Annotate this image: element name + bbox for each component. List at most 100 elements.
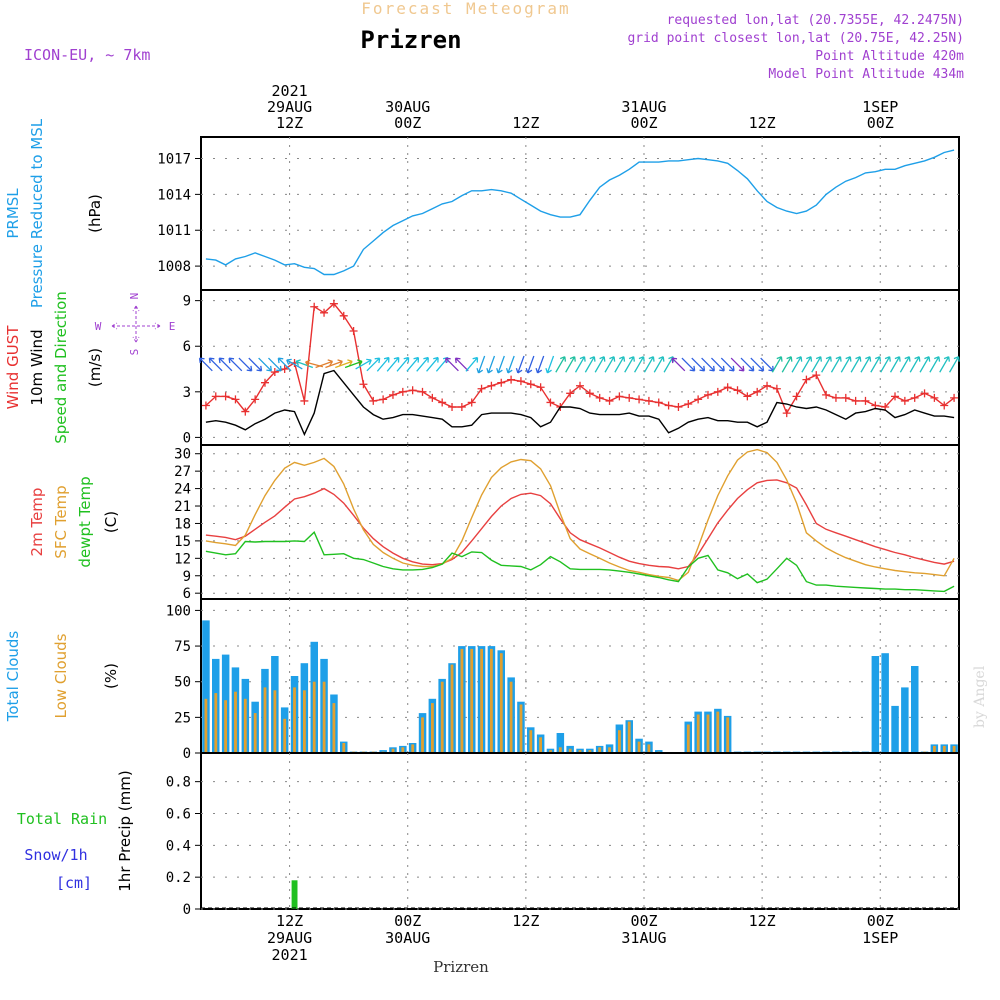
gust-point	[260, 378, 269, 387]
panel-clouds: 0 25 50 75 100 Total Clouds Low Clouds (%)	[4, 598, 960, 762]
y-tick-label: 1008	[157, 259, 191, 275]
wind-arrow	[870, 356, 882, 373]
panel-pressure: 1008 1011 1014 1017 PRMSL Pressure Reduced to…	[4, 118, 960, 308]
bar	[637, 741, 641, 753]
y-tick-label: 9	[183, 569, 191, 585]
gust-point	[831, 393, 840, 402]
bar	[490, 648, 493, 753]
bar	[933, 745, 936, 753]
bar	[342, 743, 346, 753]
time-label-bottom: 31AUG	[621, 929, 666, 947]
y-tick-label: 75	[174, 639, 191, 655]
gust-point	[822, 390, 831, 399]
gust-point	[733, 386, 742, 395]
gust-point	[713, 387, 722, 396]
gust-point	[457, 403, 466, 412]
gust-point	[920, 389, 929, 398]
time-label-bottom: 12Z	[512, 912, 539, 930]
wind-arrow	[929, 356, 941, 373]
gust-point	[221, 392, 230, 401]
y-tick-label: 30	[174, 447, 191, 463]
gust-point	[753, 387, 762, 396]
bar	[291, 880, 298, 909]
gust-point	[418, 387, 427, 396]
wind-arrow	[238, 357, 253, 372]
y-axis-label: Wind GUST	[4, 325, 22, 410]
compass-w: W	[95, 320, 102, 333]
y-tick-label: 12	[174, 551, 191, 567]
wind-arrow	[228, 357, 243, 372]
y-tick-label: 27	[174, 464, 191, 480]
wind-arrow	[315, 359, 334, 369]
gust-point	[270, 368, 279, 377]
wind-arrow	[465, 356, 479, 372]
bar	[901, 687, 909, 753]
bar	[450, 664, 454, 753]
bar	[539, 737, 542, 753]
bar	[696, 714, 700, 753]
y-axis-label: Speed and Direction	[52, 291, 70, 444]
gust-point	[891, 392, 900, 401]
bar	[460, 648, 464, 753]
bar	[421, 717, 424, 753]
bar	[243, 698, 247, 753]
time-label-top: 12Z	[276, 114, 303, 132]
y-tick-label: 0	[183, 902, 191, 918]
y-axis-label: dewpt Temp	[76, 476, 94, 567]
wind-arrow	[760, 357, 775, 372]
y-tick-label: 50	[174, 675, 191, 691]
bar	[578, 750, 582, 753]
wind-arrow	[505, 355, 515, 374]
time-label-bottom: 12Z	[276, 912, 303, 930]
bar	[411, 744, 415, 753]
y-tick-label: 6	[183, 586, 191, 602]
wind-arrow	[811, 356, 823, 373]
bar	[283, 718, 287, 753]
gust-point	[201, 401, 210, 410]
y-tick-label: 0.8	[166, 775, 191, 791]
time-label-top: 00Z	[394, 114, 421, 132]
gust-point	[940, 401, 949, 410]
wind-arrow	[880, 356, 891, 373]
bar	[618, 730, 621, 753]
bar	[891, 705, 899, 753]
wind-arrow	[909, 356, 921, 373]
series-line	[205, 369, 955, 437]
time-label-top: 29AUG	[267, 98, 312, 116]
wind-arrow	[406, 356, 420, 372]
y-axis-label: Pressure Reduced to MSL	[28, 118, 46, 308]
y-axis-label: (%)	[102, 663, 120, 689]
wind-arrow	[584, 356, 596, 373]
wind-arrow	[198, 357, 213, 372]
gust-point	[477, 384, 486, 393]
bar	[273, 690, 277, 753]
y-tick-label: 1014	[157, 187, 191, 203]
wind-arrow	[496, 355, 505, 374]
gust-point	[585, 389, 594, 398]
y-tick-label: 21	[174, 499, 191, 515]
bar	[470, 648, 474, 753]
gust-point	[241, 407, 250, 416]
time-label-bottom: 2021	[272, 946, 308, 964]
wind-arrow	[624, 356, 635, 373]
gust-point	[546, 398, 555, 407]
gust-point	[408, 386, 417, 395]
gust-point	[310, 302, 319, 311]
gust-point	[743, 392, 752, 401]
bar	[431, 703, 434, 753]
time-label-bottom: 1SEP	[862, 929, 898, 947]
wind-arrow	[355, 358, 372, 370]
wind-arrow	[850, 356, 862, 373]
bar	[391, 748, 395, 753]
y-tick-label: 24	[174, 482, 191, 498]
gust-point	[910, 393, 919, 402]
gust-point	[211, 392, 220, 401]
y-axis-label: 2m Temp	[28, 488, 46, 557]
wind-arrow	[750, 357, 765, 372]
wind-arrow	[634, 356, 645, 373]
wind-arrow	[771, 356, 783, 373]
y-tick-label: 0	[183, 430, 191, 446]
y-tick-label: 18	[174, 516, 191, 532]
wind-arrow	[325, 359, 343, 369]
bar	[647, 744, 651, 753]
